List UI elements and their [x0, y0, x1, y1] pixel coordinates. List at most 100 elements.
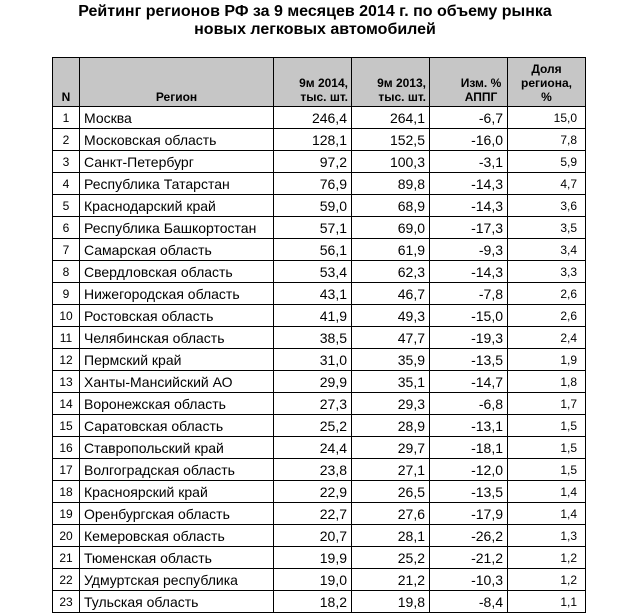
table-row: 17 Волгоградская область 23,8 27,1 -12,0 1,5 [52, 458, 586, 481]
cell-region: Кемеровская область [79, 524, 274, 547]
table-row: 1 Москва 246,4 264,1 -6,7 15,0 [52, 106, 586, 129]
cell-region: Республика Башкортостан [79, 216, 274, 239]
cell-share: 1,9 [507, 348, 586, 371]
cell-2013: 28,9 [351, 414, 430, 437]
cell-change: -26,2 [429, 524, 508, 547]
cell-share: 1,2 [507, 568, 586, 591]
cell-n: 8 [52, 260, 80, 283]
cell-2014: 76,9 [273, 172, 352, 195]
cell-n: 3 [52, 150, 80, 173]
cell-change: -13,5 [429, 348, 508, 371]
cell-region: Челябинская область [79, 326, 274, 349]
cell-n: 4 [52, 172, 80, 195]
cell-n: 1 [52, 106, 80, 129]
cell-2013: 35,1 [351, 370, 430, 393]
cell-region: Ставропольский край [79, 436, 274, 459]
table-row: 2 Московская область 128,1 152,5 -16,0 7,8 [52, 128, 586, 151]
cell-2014: 97,2 [273, 150, 352, 173]
header-region: Регион [79, 57, 274, 107]
table-row: 22 Удмуртская республика 19,0 21,2 -10,3 1,2 [52, 568, 586, 591]
cell-share: 1,5 [507, 414, 586, 437]
cell-n: 7 [52, 238, 80, 261]
cell-2014: 19,9 [273, 546, 352, 569]
cell-2013: 29,3 [351, 392, 430, 415]
table-row: 6 Республика Башкортостан 57,1 69,0 -17,3 3,5 [52, 216, 586, 239]
header-n: N [52, 57, 80, 107]
cell-share: 2,6 [507, 304, 586, 327]
cell-share: 1,8 [507, 370, 586, 393]
cell-change: -6,8 [429, 392, 508, 415]
cell-change: -17,3 [429, 216, 508, 239]
cell-region: Московская область [79, 128, 274, 151]
cell-change: -14,3 [429, 194, 508, 217]
cell-2013: 19,8 [351, 590, 430, 613]
cell-share: 3,3 [507, 260, 586, 283]
cell-2014: 59,0 [273, 194, 352, 217]
cell-share: 7,8 [507, 128, 586, 151]
cell-2013: 25,2 [351, 546, 430, 569]
cell-2013: 68,9 [351, 194, 430, 217]
cell-2014: 128,1 [273, 128, 352, 151]
cell-2014: 18,2 [273, 590, 352, 613]
cell-2013: 62,3 [351, 260, 430, 283]
cell-region: Краснодарский край [79, 194, 274, 217]
cell-n: 10 [52, 304, 80, 327]
cell-2013: 35,9 [351, 348, 430, 371]
table-row: 16 Ставропольский край 24,4 29,7 -18,1 1,5 [52, 436, 586, 459]
cell-region: Волгоградская область [79, 458, 274, 481]
cell-2014: 22,9 [273, 480, 352, 503]
cell-change: -12,0 [429, 458, 508, 481]
cell-change: -8,4 [429, 590, 508, 613]
table-row: 14 Воронежская область 27,3 29,3 -6,8 1,7 [52, 392, 586, 415]
cell-change: -13,5 [429, 480, 508, 503]
cell-change: -3,1 [429, 150, 508, 173]
table-row: 21 Тюменская область 19,9 25,2 -21,2 1,2 [52, 546, 586, 569]
cell-2013: 264,1 [351, 106, 430, 129]
table-row: 15 Саратовская область 25,2 28,9 -13,1 1,5 [52, 414, 586, 437]
header-2014-text: 9м 2014, тыс. шт. [299, 76, 348, 104]
cell-2014: 23,8 [273, 458, 352, 481]
cell-n: 18 [52, 480, 80, 503]
cell-share: 1,3 [507, 524, 586, 547]
cell-share: 3,4 [507, 238, 586, 261]
cell-change: -19,3 [429, 326, 508, 349]
header-change-text: Изм. % АППГ [460, 76, 502, 104]
table-row: 11 Челябинская область 38,5 47,7 -19,3 2,4 [52, 326, 586, 349]
table-row: 9 Нижегородская область 43,1 46,7 -7,8 2,6 [52, 282, 586, 305]
cell-2014: 246,4 [273, 106, 352, 129]
cell-n: 11 [52, 326, 80, 349]
cell-change: -9,3 [429, 238, 508, 261]
cell-share: 2,6 [507, 282, 586, 305]
header-2014: 9м 2014, тыс. шт. [273, 57, 352, 107]
cell-share: 1,5 [507, 458, 586, 481]
cell-n: 16 [52, 436, 80, 459]
cell-2014: 29,9 [273, 370, 352, 393]
table-row: 3 Санкт-Петербург 97,2 100,3 -3,1 5,9 [52, 150, 586, 173]
cell-region: Ханты-Мансийский АО [79, 370, 274, 393]
cell-region: Удмуртская республика [79, 568, 274, 591]
cell-2013: 152,5 [351, 128, 430, 151]
cell-share: 3,5 [507, 216, 586, 239]
cell-change: -14,3 [429, 260, 508, 283]
cell-share: 1,5 [507, 436, 586, 459]
cell-n: 13 [52, 370, 80, 393]
table-row: 4 Республика Татарстан 76,9 89,8 -14,3 4,7 [52, 172, 586, 195]
page-title: Рейтинг регионов РФ за 9 месяцев 2014 г.… [0, 3, 630, 39]
cell-region: Оренбургская область [79, 502, 274, 525]
cell-share: 1,1 [507, 590, 586, 613]
cell-2014: 20,7 [273, 524, 352, 547]
cell-2014: 22,7 [273, 502, 352, 525]
cell-2013: 29,7 [351, 436, 430, 459]
table-row: 8 Свердловская область 53,4 62,3 -14,3 3,3 [52, 260, 586, 283]
cell-region: Воронежская область [79, 392, 274, 415]
cell-region: Тюменская область [79, 546, 274, 569]
cell-region: Ростовская область [79, 304, 274, 327]
cell-2014: 38,5 [273, 326, 352, 349]
cell-change: -6,7 [429, 106, 508, 129]
cell-change: -15,0 [429, 304, 508, 327]
cell-share: 2,4 [507, 326, 586, 349]
ranking-table: N Регион 9м 2014, тыс. шт. 9м 2013, тыс.… [52, 57, 586, 613]
cell-n: 6 [52, 216, 80, 239]
cell-2014: 24,4 [273, 436, 352, 459]
cell-change: -21,2 [429, 546, 508, 569]
